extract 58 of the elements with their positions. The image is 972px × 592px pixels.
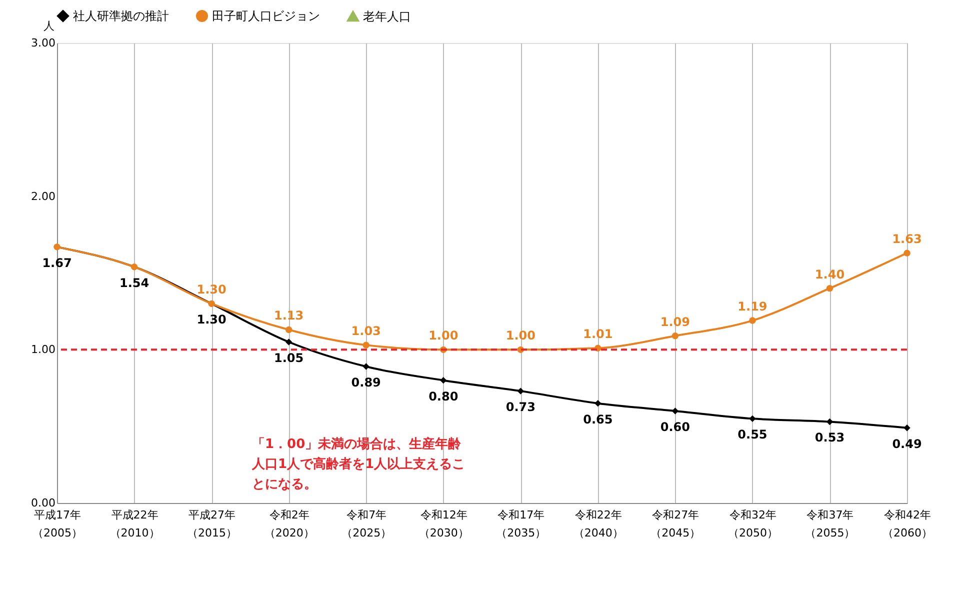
point <box>749 415 756 422</box>
point <box>285 326 292 334</box>
y-tick-label: 1.00 <box>31 343 56 356</box>
data-label: 0.80 <box>428 389 458 404</box>
x-tick-label: 令和37年（2055） <box>805 508 856 540</box>
data-label: 1.30 <box>196 282 226 297</box>
y-tick-label: 3.00 <box>31 36 56 50</box>
data-label: 0.65 <box>583 412 613 426</box>
data-label: 1.05 <box>274 351 304 365</box>
annotation: 「1．00」未満の場合は、生産年齢人口1人で高齢者を1人以上支えることになる。 <box>251 436 466 492</box>
data-label: 1.19 <box>738 300 768 314</box>
data-label: 1.30 <box>196 312 226 327</box>
x-tick-label: 令和2年（2020） <box>264 508 314 540</box>
x-tick-label: 令和42年（2060） <box>882 508 932 540</box>
data-label: 1.67 <box>42 256 72 270</box>
legend-label: 老年人口 <box>363 9 411 24</box>
legend-label: 社人研準拠の推計 <box>73 9 169 23</box>
y-axis-title: 人 <box>44 20 54 32</box>
data-label: 1.40 <box>814 267 845 282</box>
point <box>904 424 910 432</box>
data-label: 0.53 <box>814 430 845 445</box>
x-tick-label: 平成17年（2005） <box>32 508 82 540</box>
point <box>440 376 447 384</box>
y-tick-label: 0.00 <box>31 496 56 510</box>
x-tick-label: 平成27年（2015） <box>187 508 238 540</box>
data-label: 1.54 <box>119 276 150 290</box>
data-label: 1.03 <box>351 324 381 338</box>
point <box>285 338 292 346</box>
point <box>749 317 756 324</box>
data-label: 0.73 <box>506 400 536 414</box>
data-label: 0.49 <box>892 436 922 451</box>
point <box>826 418 834 426</box>
point <box>826 284 834 292</box>
data-label: 1.63 <box>892 232 922 246</box>
data-label: 1.09 <box>660 314 690 329</box>
data-label: 0.55 <box>738 428 768 442</box>
y-tick-label: 2.00 <box>31 190 56 203</box>
data-label: 1.00 <box>428 328 458 343</box>
x-tick-label: 令和12年（2030） <box>418 508 469 540</box>
point <box>672 332 679 340</box>
x-tick-label: 平成22年（2010） <box>110 508 160 540</box>
point <box>594 400 602 407</box>
point <box>362 363 370 370</box>
data-label: 1.01 <box>583 327 613 342</box>
legend-label: 田子町人口ビジョン <box>212 9 320 23</box>
point <box>904 250 910 256</box>
point <box>362 342 370 348</box>
x-tick-label: 令和32年（2050） <box>728 508 778 540</box>
x-tick-label: 令和7年（2025） <box>342 508 392 540</box>
data-label: 1.00 <box>506 328 536 343</box>
x-tick-label: 令和22年（2040） <box>573 508 624 540</box>
point <box>517 388 524 394</box>
x-tick-label: 令和27年（2045） <box>650 508 701 540</box>
x-tick-label: 令和17年（2035） <box>496 508 546 540</box>
point <box>672 408 679 414</box>
data-label: 0.89 <box>351 376 381 390</box>
data-label: 0.60 <box>660 420 690 434</box>
data-label: 1.13 <box>274 308 304 323</box>
